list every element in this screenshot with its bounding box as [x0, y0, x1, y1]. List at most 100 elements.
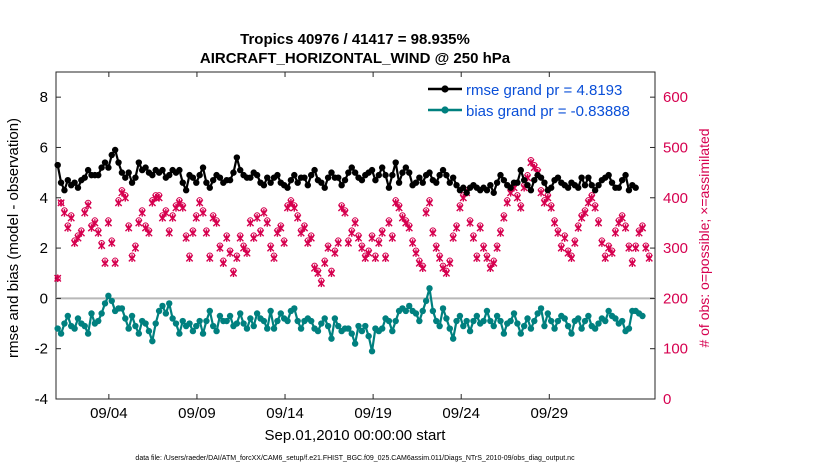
bias-point [243, 325, 251, 332]
obs-assimilated-marker [233, 254, 241, 262]
obs-assimilated-marker [64, 224, 72, 232]
obs-assimilated-marker [446, 259, 454, 267]
right-tick-label: 200 [663, 290, 688, 307]
rmse-point [514, 179, 521, 186]
bias-point [226, 312, 234, 320]
bias-point [581, 317, 589, 325]
bias-point [534, 310, 541, 317]
bias-point [426, 285, 433, 292]
rmse-point [74, 184, 82, 191]
bias-point [203, 317, 210, 325]
obs-assimilated-marker [256, 229, 265, 237]
bias-point [362, 322, 369, 330]
rmse-point [378, 164, 386, 171]
rmse-point [564, 184, 572, 191]
bias-series [54, 285, 646, 355]
obs-assimilated-marker [266, 244, 275, 252]
obs-assimilated-marker [124, 224, 133, 232]
obs-assimilated-marker [327, 269, 336, 278]
rmse-point [402, 164, 410, 171]
bias-point [206, 307, 213, 315]
obs-assimilated-marker [348, 229, 356, 237]
bias-point [412, 310, 420, 317]
obs-assimilated-marker [277, 224, 285, 232]
rmse-point [537, 174, 545, 181]
rmse-point [443, 171, 450, 179]
obs-assimilated-marker [195, 199, 204, 207]
rmse-point [233, 154, 241, 161]
bias-point [612, 315, 619, 322]
x-axis-ticks: 09/04 09/09 09/14 09/19 09/24 09/29 [90, 72, 568, 422]
obs-assimilated-marker [192, 214, 200, 222]
obs-assimilated-marker [591, 204, 599, 212]
obs-assimilated-marker [547, 204, 555, 212]
bias-point [406, 302, 413, 310]
obs-assimilated-marker [246, 219, 255, 227]
right-tick-label: 0 [663, 391, 671, 408]
obs-assimilated-marker [517, 204, 525, 212]
bias-point [142, 320, 149, 327]
bias-point [446, 325, 453, 332]
right-tick-label: 100 [663, 341, 688, 358]
bias-point [209, 322, 217, 330]
legend-rmse-label: rmse grand pr = 4.8193 [466, 82, 622, 99]
bias-point [176, 330, 183, 337]
bias-point [155, 307, 163, 315]
rmse-point [463, 189, 470, 196]
obs-assimilated-marker [263, 219, 271, 227]
bias-point [189, 327, 197, 335]
bias-point [71, 325, 78, 332]
rmse-point [318, 179, 325, 186]
rmse-point [284, 184, 291, 191]
obs-assimilated-marker [189, 229, 197, 237]
bias-point [314, 327, 322, 335]
rmse-point [497, 171, 504, 179]
bias-point [193, 322, 200, 330]
rmse-point [108, 151, 115, 159]
bias-point [514, 320, 521, 327]
bias-point [419, 307, 426, 315]
bias-point [389, 327, 396, 335]
bias-point [331, 315, 339, 322]
left-tick-label: -4 [35, 391, 48, 408]
obs-count-series [53, 156, 653, 288]
rmse-point [585, 174, 592, 181]
bias-point [575, 315, 582, 322]
bias-point [578, 325, 585, 332]
bias-point [237, 310, 244, 317]
obs-assimilated-marker [179, 204, 187, 212]
obs-assimilated-marker [236, 234, 244, 242]
rmse-point [483, 187, 491, 194]
x-tick-label: 09/14 [266, 405, 304, 422]
rmse-point [264, 174, 271, 181]
obs-assimilated-marker [381, 254, 390, 262]
rmse-point [412, 179, 420, 186]
rmse-point [179, 179, 186, 186]
x-tick-label: 09/24 [442, 405, 480, 422]
rmse-point [274, 171, 281, 179]
rmse-point [578, 174, 585, 181]
obs-assimilated-marker [229, 269, 238, 278]
bias-point [122, 315, 129, 322]
bias-point [365, 332, 372, 340]
obs-assimilated-marker [300, 224, 309, 232]
rmse-point [105, 164, 112, 171]
obs-assimilated-marker [243, 249, 251, 257]
bias-point [595, 320, 602, 327]
bias-point [348, 330, 355, 337]
bias-point [108, 297, 115, 305]
bias-point [213, 327, 220, 335]
obs-assimilated-marker [412, 249, 420, 257]
rmse-point [253, 171, 261, 179]
rmse-point [622, 171, 629, 179]
obs-assimilated-marker [97, 241, 106, 250]
rmse-point [71, 179, 78, 186]
rmse-point [81, 174, 88, 181]
obs-assimilated-marker [608, 249, 616, 257]
bias-point [135, 330, 143, 337]
obs-assimilated-marker [53, 274, 62, 283]
obs-assimilated-marker [280, 239, 288, 247]
rmse-point [199, 164, 207, 171]
rmse-point [324, 174, 332, 181]
